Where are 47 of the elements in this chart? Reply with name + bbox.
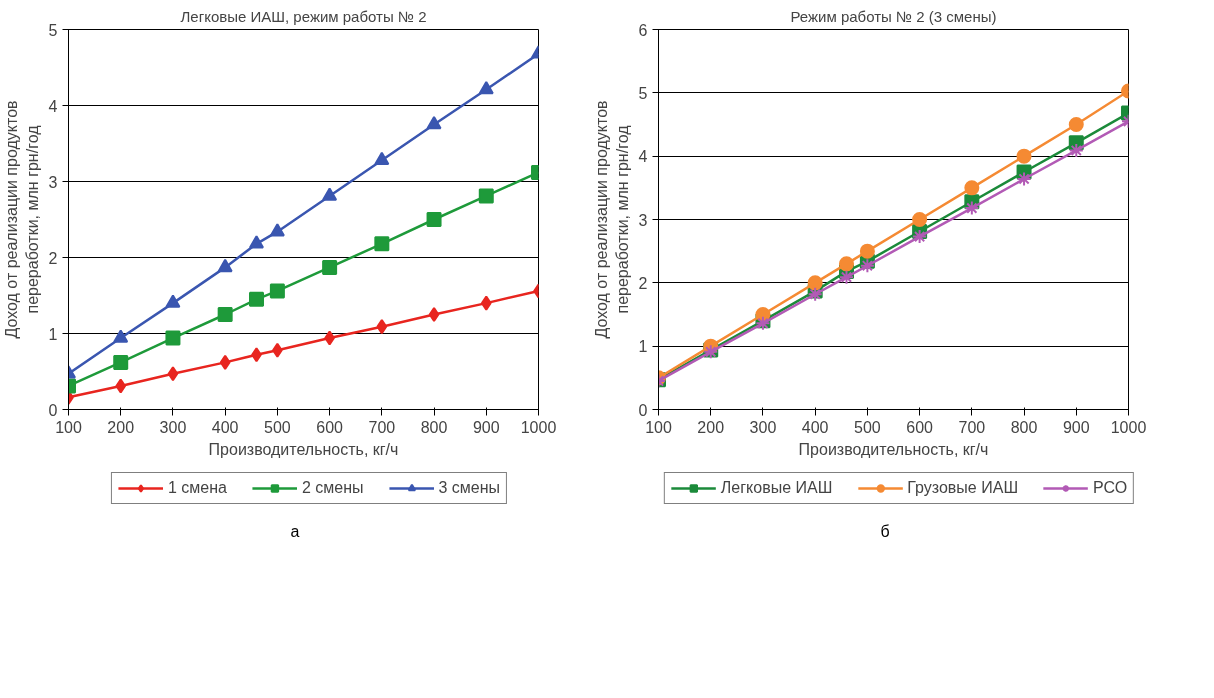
y-tick-label: 1: [638, 338, 648, 356]
x-tick-label: 1000: [520, 418, 557, 436]
text: а: [290, 522, 300, 542]
x-tick-label: 200: [107, 418, 135, 436]
y-axis-title: Доход от реализации продуктов переработки, млн грн/год: [593, 100, 631, 339]
y-tick-label: 5: [48, 21, 58, 39]
legend-label: 3 смены: [438, 479, 501, 497]
y-tick-label: 0: [48, 401, 58, 419]
x-tick-label: 800: [420, 418, 448, 436]
x-tick-label: 700: [368, 418, 396, 436]
x-tick-label: 900: [472, 418, 500, 436]
y-tick-label: 0: [638, 401, 648, 419]
x-tick-label: 200: [697, 418, 725, 436]
y-tick-label: 4: [638, 148, 648, 166]
legend-label: 2 смены: [301, 479, 364, 497]
y-tick-label: 4: [48, 97, 58, 115]
y-tick-label: 3: [48, 173, 58, 191]
x-tick-label: 100: [55, 418, 82, 436]
chart-title: Легковые ИАШ, режим работы № 2: [180, 7, 427, 25]
y-tick-label: 6: [638, 21, 648, 39]
y-axis-title: Доход от реализации продуктов переработки, млн грн/год: [3, 100, 41, 339]
x-tick-label: 500: [264, 418, 291, 436]
x-tick-label: 800: [1010, 418, 1038, 436]
x-tick-label: 600: [906, 418, 934, 436]
y-tick-label: 1: [48, 325, 58, 343]
legend-label: 1 смена: [167, 479, 227, 497]
text: б: [880, 522, 890, 542]
x-axis-title: Производительность, кг/ч: [798, 440, 989, 458]
x-tick-label: 100: [645, 418, 672, 436]
x-tick-label: 400: [801, 418, 829, 436]
y-tick-label: 2: [638, 274, 648, 292]
x-tick-label: 300: [159, 418, 187, 436]
y-tick-label: 3: [638, 211, 648, 229]
x-tick-label: 300: [749, 418, 777, 436]
chart-title: Режим работы № 2 (3 смены): [790, 7, 997, 25]
y-tick-label: 5: [638, 84, 648, 102]
x-tick-label: 900: [1062, 418, 1090, 436]
legend-label: РСО: [1093, 479, 1128, 497]
x-axis-title: Производительность, кг/ч: [208, 440, 399, 458]
x-tick-label: 400: [211, 418, 239, 436]
legend-label: Грузовые ИАШ: [907, 479, 1019, 497]
legend-label: Легковые ИАШ: [720, 479, 833, 497]
x-tick-label: 1000: [1110, 418, 1147, 436]
x-tick-label: 700: [958, 418, 986, 436]
y-tick-label: 2: [48, 249, 58, 267]
x-tick-label: 600: [316, 418, 344, 436]
x-tick-label: 500: [854, 418, 881, 436]
